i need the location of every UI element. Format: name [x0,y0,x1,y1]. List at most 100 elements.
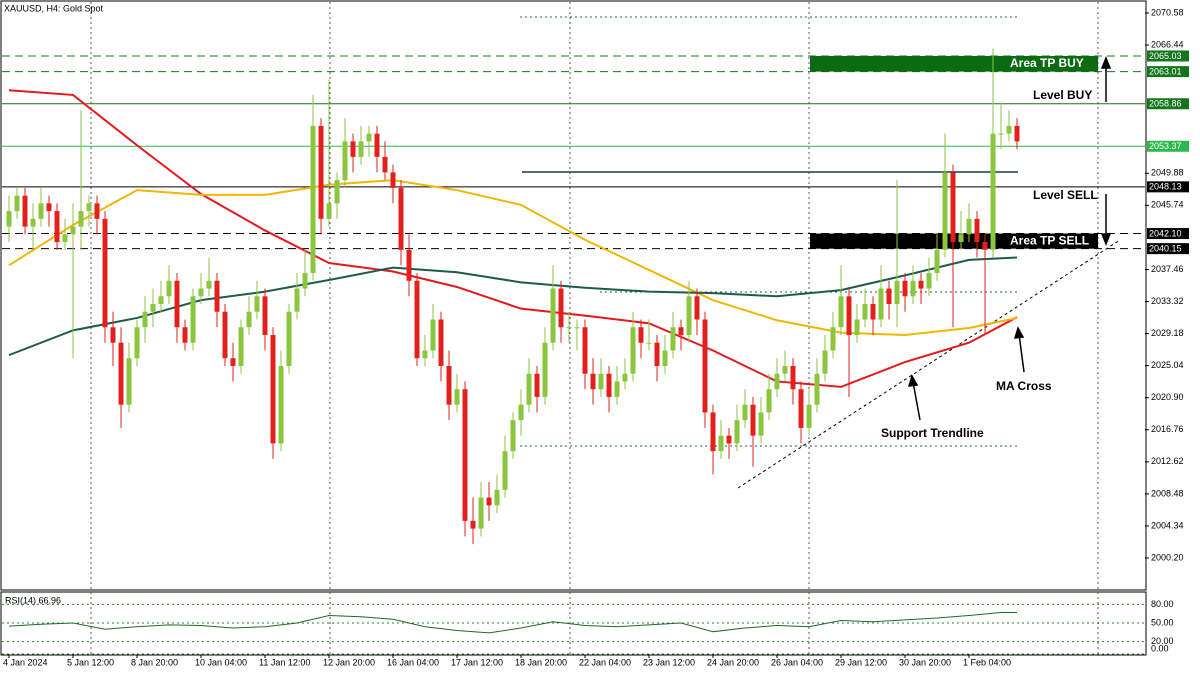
candle-body [870,304,876,320]
candle-body [182,327,188,343]
arrow [1018,333,1025,373]
rsi-tick-label: 50.00 [1151,617,1174,627]
candle-body [830,327,836,351]
candle-body [550,288,556,343]
y-tick-label: 2066.44 [1151,39,1184,49]
price-tag-label: 2053.37 [1149,141,1182,151]
x-tick-label: 17 Jan 12:00 [451,657,503,667]
candle-body [718,435,724,452]
candle-body [222,311,228,359]
candle-body [886,288,892,305]
candle-body [502,451,508,490]
candle-body [726,435,732,444]
candle-body [158,296,164,305]
candle-body [94,203,100,219]
y-tick-label: 2025.04 [1151,360,1184,370]
x-tick-label: 12 Jan 20:00 [323,657,375,667]
candle-body [102,218,108,328]
candle-body [230,358,236,366]
candle-body [134,327,140,359]
candle-body [86,203,92,212]
candle-body [1006,125,1012,134]
candle-body [14,195,20,212]
candle-body [358,141,364,157]
chart-title: XAUUSD, H4: Gold Spot [4,3,104,13]
candle-body [70,226,76,235]
candle-body [734,420,740,444]
candle-body [982,242,988,250]
moving-average [8,256,1018,357]
candle-body [510,420,516,452]
candle-body [918,280,924,289]
level-sell-label: Level SELL [1033,188,1098,202]
candle-body [6,211,12,227]
x-tick-label: 1 Feb 04:00 [963,657,1011,667]
y-tick-label: 2012.62 [1151,456,1184,466]
price-tag-label: 2042.10 [1149,228,1182,238]
candle-body [110,327,116,343]
candle-body [630,327,636,374]
x-tick-label: 11 Jan 12:00 [259,657,310,667]
session-separators [90,2,1099,655]
candle-body [150,304,156,312]
candle-body [286,311,292,366]
candle-body [638,327,644,343]
candle-body [694,296,700,320]
y-tick-label: 2000.20 [1151,552,1184,562]
price-tag [1147,98,1189,110]
price-tag-label: 2040.15 [1149,244,1182,254]
candle-body [374,133,380,157]
candle-body [598,373,604,390]
tp-zone [810,55,1098,72]
arrow [912,381,921,421]
y-tick-label: 2016.76 [1151,424,1184,434]
candle-body [998,133,1004,135]
moving-average [8,89,1018,388]
candle-body [334,180,340,204]
candle-body [390,172,396,188]
candle-body [278,365,284,444]
candle-body [958,234,964,243]
candle-body [238,327,244,366]
price-tag-label: 2058.86 [1149,99,1182,109]
x-tick-label: 29 Jan 12:00 [835,657,887,667]
candle-body [270,334,276,444]
candle-body [942,172,948,250]
rsi-tick-label: 80.00 [1151,599,1174,609]
support-trendline-label: Support Trendline [881,426,984,440]
x-tick-label: 26 Jan 04:00 [771,657,823,667]
candle-body [782,365,788,374]
candle-body [854,319,860,335]
tp-zone-label: Area TP BUY [1010,56,1084,70]
moving-average [8,179,1018,336]
y-tick-label: 2033.32 [1151,296,1184,306]
tp-zone-label: Area TP SELL [1010,233,1089,247]
candle-body [878,288,884,320]
x-tick-label: 30 Jan 20:00 [899,657,951,667]
candle-body [654,342,660,366]
candle-body [430,319,436,351]
candle-body [470,520,476,529]
x-tick-label: 24 Jan 20:00 [707,657,759,667]
x-tick-label: 16 Jan 04:00 [387,657,439,667]
candle-body [526,373,532,405]
candle-body [206,280,212,289]
price-panel [0,0,1147,591]
y-tick-label: 2008.48 [1151,488,1184,498]
candle-body [454,389,460,405]
plot [6,48,1020,545]
candle-body [766,389,772,413]
ma-cross-label: MA Cross [996,379,1052,393]
candle-body [246,311,252,328]
candle-body [174,280,180,328]
y-tick-label: 2070.58 [1151,7,1184,17]
candle-body [446,365,452,405]
y-tick-label: 2029.18 [1151,328,1184,338]
price-tag-label: 2048.13 [1149,182,1182,192]
candle-body [790,365,796,390]
candle-body [862,304,868,320]
candle-body [414,280,420,359]
candle-body [126,358,132,405]
candle-body [910,280,916,297]
candle-body [614,381,620,397]
